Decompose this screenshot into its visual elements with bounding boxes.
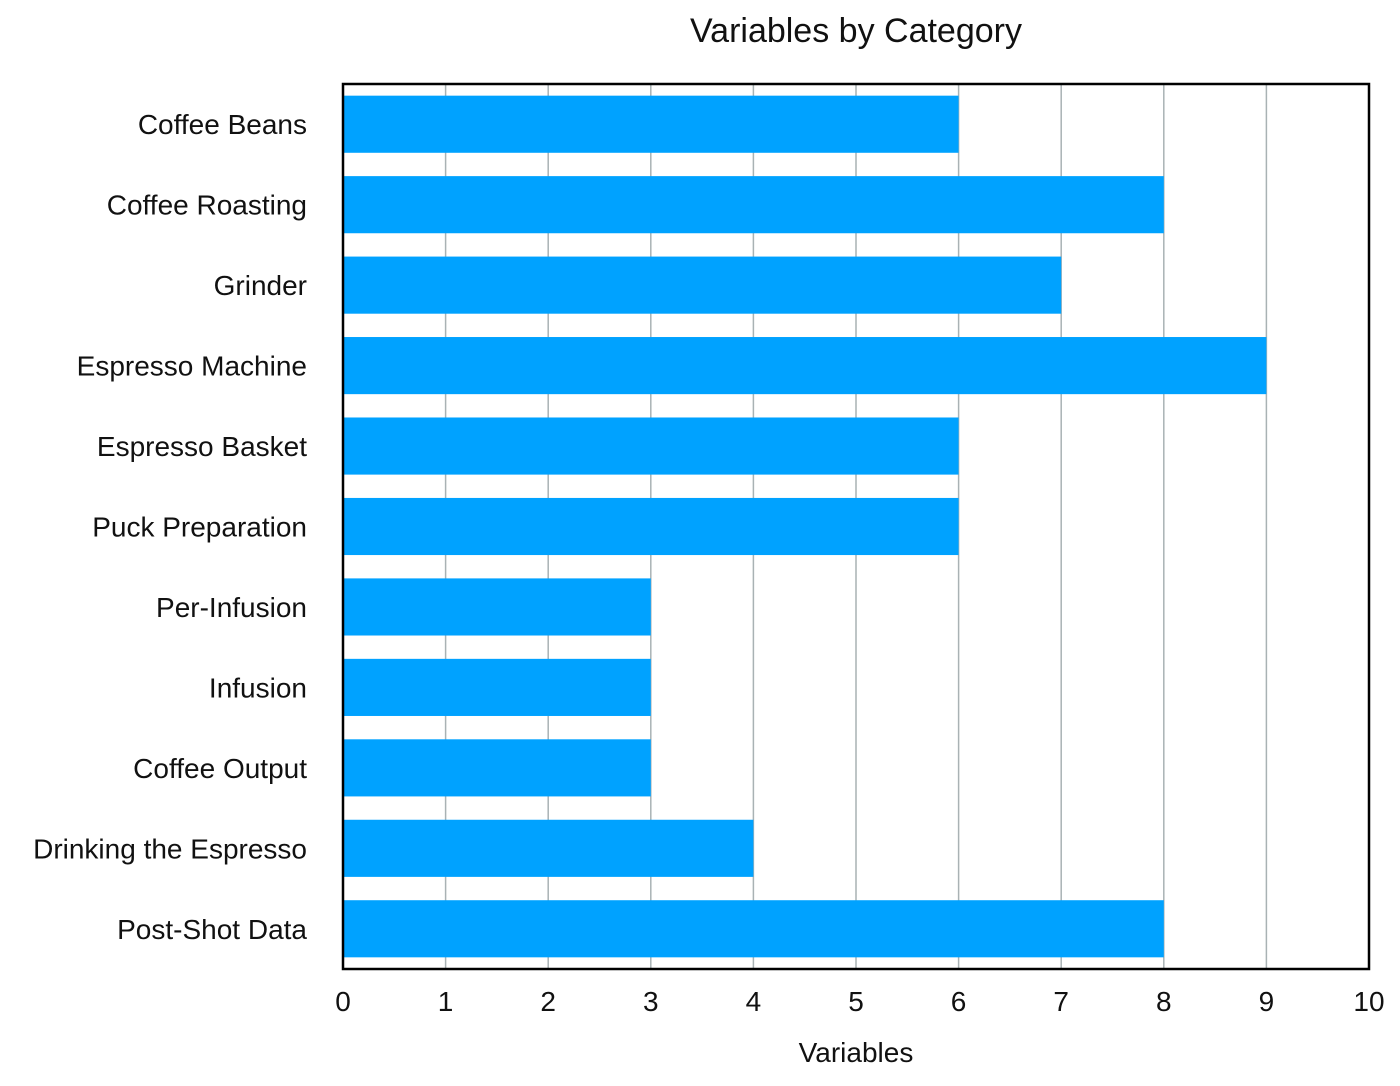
x-axis-title: Variables <box>799 1037 914 1068</box>
x-tick-label-1: 1 <box>438 986 454 1017</box>
x-tick-label-0: 0 <box>335 986 351 1017</box>
category-label-grinder: Grinder <box>214 270 307 301</box>
bar-infusion <box>343 658 651 716</box>
bar-coffee-roasting <box>343 176 1164 234</box>
bar-puck-preparation <box>343 497 959 556</box>
x-tick-label-3: 3 <box>643 986 659 1017</box>
bar-grinder <box>343 256 1062 314</box>
category-label-coffee-beans: Coffee Beans <box>138 109 307 140</box>
x-tick-label-8: 8 <box>1156 986 1172 1017</box>
x-tick-label-9: 9 <box>1259 986 1275 1017</box>
bar-espresso-machine <box>343 337 1267 395</box>
x-tick-label-5: 5 <box>848 986 864 1017</box>
category-label-drinking-the-espresso: Drinking the Espresso <box>33 833 307 864</box>
category-label-post-shot-data: Post-Shot Data <box>117 914 307 945</box>
bar-espresso-basket <box>343 417 959 475</box>
category-label-coffee-output: Coffee Output <box>133 753 307 784</box>
x-tick-labels: 0 1 2 3 4 5 6 7 8 9 10 <box>335 986 1384 1017</box>
category-label-espresso-basket: Espresso Basket <box>97 431 307 462</box>
category-label-puck-preparation: Puck Preparation <box>92 512 307 543</box>
x-tick-label-6: 6 <box>951 986 967 1017</box>
category-labels: Coffee Beans Coffee Roasting Grinder Espres… <box>33 109 307 945</box>
x-tick-label-7: 7 <box>1053 986 1069 1017</box>
bar-coffee-output <box>343 739 651 797</box>
bar-drinking-the-espresso <box>343 819 754 877</box>
category-label-infusion: Infusion <box>209 672 307 703</box>
chart-title: Variables by Category <box>690 12 1022 50</box>
x-tick-label-10: 10 <box>1353 986 1384 1017</box>
category-label-coffee-roasting: Coffee Roasting <box>107 190 307 221</box>
bar-post-shot-data <box>343 900 1164 958</box>
plot-frame <box>341 82 1371 971</box>
bar-per-infusion <box>343 578 651 636</box>
x-tick-label-2: 2 <box>540 986 556 1017</box>
category-label-espresso-machine: Espresso Machine <box>77 351 307 382</box>
category-label-per-infusion: Per-Infusion <box>156 592 307 623</box>
bars <box>343 95 1267 958</box>
x-tick-label-4: 4 <box>746 986 762 1017</box>
bar-coffee-beans <box>343 95 959 153</box>
